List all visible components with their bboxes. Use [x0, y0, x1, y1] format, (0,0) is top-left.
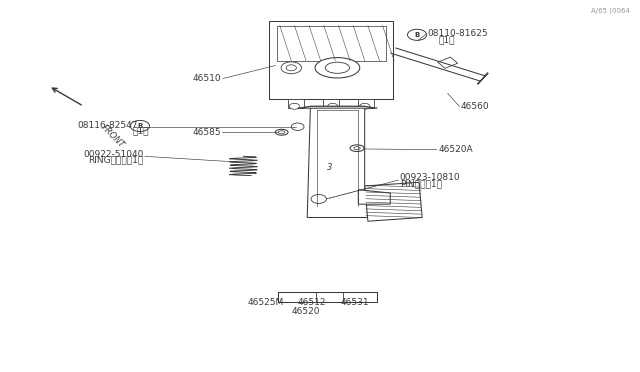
Text: 46510: 46510	[193, 74, 221, 83]
Text: 00922-51040: 00922-51040	[83, 150, 144, 158]
Text: 46585: 46585	[193, 128, 221, 137]
Bar	[288, 99, 304, 108]
Ellipse shape	[354, 147, 360, 150]
Ellipse shape	[325, 62, 349, 73]
Ellipse shape	[275, 129, 288, 135]
Text: 08116-82547: 08116-82547	[77, 121, 138, 130]
Text: 46531: 46531	[341, 298, 369, 307]
Text: 46520A: 46520A	[438, 145, 473, 154]
Polygon shape	[298, 106, 378, 108]
FancyBboxPatch shape	[269, 21, 394, 99]
Circle shape	[289, 103, 300, 109]
Circle shape	[328, 103, 338, 109]
Circle shape	[286, 65, 296, 71]
Text: 00923-10810: 00923-10810	[400, 173, 460, 182]
Text: 46525M: 46525M	[248, 298, 284, 307]
Text: FRONT: FRONT	[100, 123, 126, 150]
Bar	[358, 99, 374, 108]
Text: 46560: 46560	[461, 102, 489, 111]
Circle shape	[408, 29, 427, 40]
Circle shape	[360, 103, 370, 109]
Ellipse shape	[315, 58, 360, 78]
Text: B: B	[415, 32, 420, 38]
Text: 3: 3	[327, 163, 332, 172]
Text: B: B	[138, 123, 143, 129]
Text: 08110-81625: 08110-81625	[428, 29, 488, 38]
Circle shape	[291, 123, 304, 131]
Bar	[276, 26, 386, 61]
Text: 46520: 46520	[292, 307, 320, 316]
Bar	[278, 292, 378, 302]
Circle shape	[281, 62, 301, 74]
Circle shape	[131, 121, 150, 132]
Polygon shape	[365, 182, 422, 221]
Circle shape	[311, 195, 326, 203]
Text: PINピン〈1〉: PINピン〈1〉	[400, 179, 442, 188]
Polygon shape	[358, 190, 390, 204]
Ellipse shape	[278, 131, 285, 134]
Bar	[438, 57, 458, 68]
Polygon shape	[307, 106, 374, 218]
Ellipse shape	[350, 145, 364, 151]
Text: 46512: 46512	[298, 298, 326, 307]
Bar	[323, 99, 339, 108]
Text: 〈1〉: 〈1〉	[133, 126, 150, 136]
Text: 〈1〉: 〈1〉	[439, 35, 455, 44]
Text: RINGリング〈1〉: RINGリング〈1〉	[88, 155, 144, 164]
Text: A/65 (0064: A/65 (0064	[591, 7, 630, 14]
